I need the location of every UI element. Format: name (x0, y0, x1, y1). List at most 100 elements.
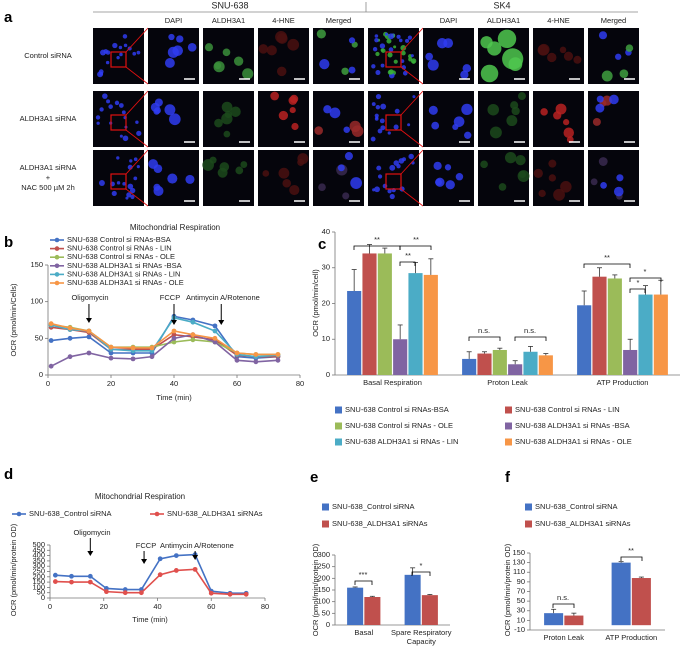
legend-label: SNU-638 Control si RNAs - OLE (345, 421, 453, 430)
data-point (86, 350, 92, 356)
cell (412, 95, 416, 99)
cell (99, 107, 104, 112)
y-tick-label: 200 (317, 573, 330, 582)
cell (540, 108, 548, 116)
legend-marker (54, 272, 60, 277)
bar (477, 353, 492, 375)
cell (242, 68, 254, 80)
arrow-head (85, 318, 92, 323)
channel-label: ALDH3A1 (487, 16, 520, 25)
cell (114, 100, 120, 106)
micrograph (588, 150, 639, 206)
cell (370, 136, 376, 142)
significance: ** (604, 253, 610, 262)
bar (607, 278, 622, 375)
cell (407, 35, 413, 40)
y-axis-label: OCR (pmol/min/protein OD) (9, 523, 18, 616)
cell (388, 47, 394, 52)
legend-label: SNU-638_Control siRNA (332, 502, 415, 511)
y-tick-label: 0 (41, 593, 45, 602)
x-tick-label: 80 (261, 602, 269, 611)
data-point (171, 339, 177, 345)
bar (544, 613, 564, 626)
significance: * (420, 561, 423, 570)
cell (323, 105, 332, 114)
cell (384, 32, 389, 36)
cell (444, 164, 452, 171)
cell (379, 118, 385, 124)
y-tick-label: 90 (517, 577, 525, 586)
x-tick-label: ATP Production (597, 378, 649, 387)
cell (376, 165, 382, 171)
x-tick-label: Proton Leak (544, 633, 585, 642)
cell (510, 101, 519, 110)
y-tick-label: 100 (32, 582, 45, 591)
y-tick-label: 0 (39, 370, 43, 379)
cell (408, 153, 414, 160)
cell (233, 56, 244, 66)
cell (590, 178, 598, 186)
significance: n.s. (557, 593, 569, 602)
cell (598, 31, 608, 40)
cell (389, 193, 395, 200)
cell (595, 103, 605, 113)
cell (462, 64, 472, 73)
y-tick-label: 10 (322, 334, 330, 343)
cell (133, 176, 138, 181)
legend-swatch (335, 422, 342, 430)
cell (329, 107, 341, 119)
arrow-head (141, 559, 148, 564)
channel-label: 4-HNE (547, 16, 570, 25)
zoom-box (385, 114, 402, 131)
channel-label: DAPI (165, 16, 183, 25)
arrow-head (192, 555, 199, 560)
bar (577, 305, 592, 375)
data-point (212, 335, 218, 341)
panel-letter: b (4, 234, 13, 251)
annotation: Oligomycin (71, 293, 108, 302)
cell (202, 159, 214, 171)
series-line (50, 322, 278, 356)
arrow-head (218, 320, 225, 325)
series-line (55, 553, 247, 595)
zoom-line (125, 149, 149, 175)
cell (563, 119, 570, 126)
cell (289, 106, 296, 114)
zoom-line (125, 66, 149, 85)
cell (167, 173, 178, 184)
x-tick-label: Spare Respiratory Capacity (391, 628, 452, 646)
y-tick-label: 50 (517, 596, 525, 605)
group-label: SNU-638 (211, 0, 248, 10)
legend-swatch (525, 520, 532, 528)
cell (431, 121, 440, 130)
cell (619, 69, 629, 79)
cell (119, 52, 123, 57)
cell (411, 60, 416, 64)
cell (398, 38, 403, 43)
cell (341, 67, 349, 75)
data-point (138, 590, 144, 596)
cell (112, 42, 118, 49)
arrow-head (171, 320, 177, 325)
legend-marker (16, 511, 22, 517)
cell (504, 151, 517, 164)
cell (164, 104, 176, 116)
cell (289, 184, 300, 196)
cell (393, 124, 399, 130)
data-point (190, 332, 196, 338)
x-tick-label: 20 (100, 602, 108, 611)
cell (136, 165, 140, 169)
cell (348, 66, 356, 74)
annotation: FCCP (136, 541, 156, 550)
bar (421, 595, 438, 625)
y-tick-label: 300 (317, 550, 330, 559)
cell (515, 155, 526, 166)
data-point (275, 357, 281, 363)
y-tick-label: 0 (326, 370, 330, 379)
cell (133, 157, 138, 162)
cell (563, 51, 574, 61)
cell (136, 50, 141, 55)
panel-letter: a (4, 9, 13, 26)
micrograph (533, 28, 584, 84)
